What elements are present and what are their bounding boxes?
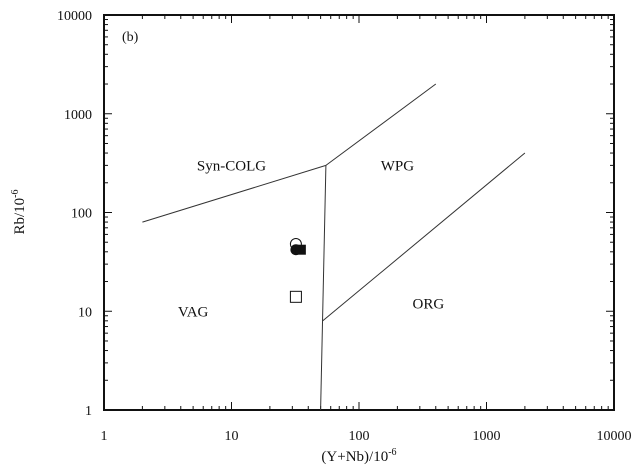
panel-tag: (b): [122, 30, 139, 45]
y-tick-label: 10: [78, 305, 92, 320]
boundary-org-boundary: [322, 152, 526, 322]
x-tick-label: 1: [101, 429, 108, 444]
y-tick-label: 10000: [57, 9, 92, 24]
x-tick-label: 100: [349, 429, 370, 444]
y-axis-title-base: Rb/10: [12, 198, 28, 235]
plot-frame: [103, 14, 615, 411]
x-axis-title-superscript: -6: [388, 447, 396, 458]
y-axis-title: Rb/10-6: [10, 189, 28, 234]
y-tick-label: 1: [85, 404, 92, 419]
y-axis-title-superscript: -6: [10, 189, 21, 197]
open-square-point: [289, 290, 302, 303]
field-labels: Syn-COLG WPG VAG ORG: [178, 158, 445, 320]
x-tick-label: 10: [225, 429, 239, 444]
y-tick-label: 100: [71, 207, 92, 222]
x-axis-title-base: (Y+Nb)/10: [321, 449, 388, 465]
field-label: VAG: [178, 304, 209, 320]
axis-ticks: [103, 14, 615, 411]
boundary-vag-divider: [320, 165, 327, 411]
y-tick-label: 1000: [64, 108, 92, 123]
x-tick-label: 1000: [473, 429, 501, 444]
field-boundaries: [142, 83, 526, 411]
boundary-syn-colg-upper: [142, 164, 327, 223]
boundary-syn-colg-wpg: [325, 83, 437, 166]
field-label: WPG: [381, 158, 415, 174]
data-points: [289, 237, 306, 303]
tick-labels: 1 10 100 1000 10000 1 10 100 1000 10000: [57, 9, 632, 444]
filled-square-point: [295, 244, 306, 255]
field-label: ORG: [413, 296, 445, 312]
field-label: Syn-COLG: [197, 158, 266, 174]
x-tick-label: 10000: [597, 429, 632, 444]
x-axis-title: (Y+Nb)/10-6: [321, 447, 396, 465]
